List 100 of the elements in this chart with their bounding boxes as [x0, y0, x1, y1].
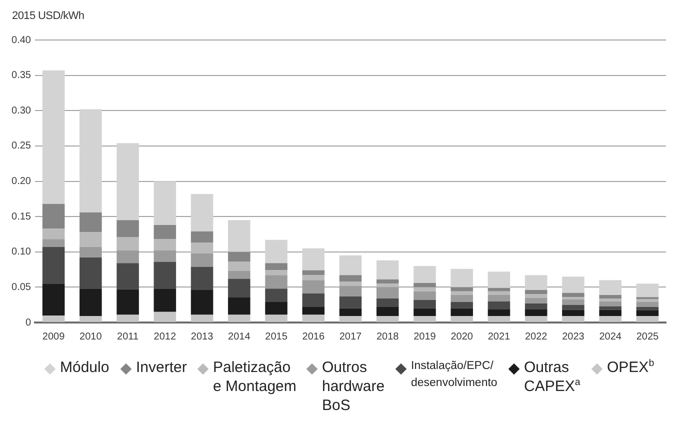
bar [599, 310, 622, 316]
y-tick-label: 0.05 [12, 282, 32, 293]
bar [376, 279, 399, 284]
bar [190, 314, 214, 322]
x-tick-label: 2017 [339, 331, 362, 342]
x-tick-label: 2018 [376, 331, 400, 342]
bar [80, 258, 102, 289]
bar [228, 297, 250, 315]
y-tick-label: 0.35 [12, 70, 32, 82]
bar [190, 242, 214, 254]
bar [190, 266, 214, 290]
bar [414, 308, 436, 316]
bar [450, 287, 473, 292]
y-tick-label: 0.30 [12, 105, 32, 116]
y-tick-label: 0.40 [12, 34, 32, 46]
x-tick-label: 2015 [265, 331, 288, 342]
bar [414, 300, 436, 308]
bar [42, 284, 65, 316]
bar [524, 298, 548, 304]
bar [228, 252, 250, 262]
bar [154, 239, 176, 250]
x-tick-label: 2024 [599, 331, 622, 342]
bar [228, 278, 250, 298]
bar [636, 284, 659, 298]
bar [414, 316, 436, 322]
bar [80, 288, 102, 316]
bar [376, 316, 399, 322]
bar [190, 290, 214, 315]
bar [265, 302, 288, 315]
bar [116, 289, 139, 315]
bar [190, 231, 214, 243]
x-tick-label: 2010 [80, 331, 102, 342]
bar [116, 263, 139, 290]
bar [414, 282, 436, 288]
bar [599, 298, 622, 302]
legend-label: Instalação/EPC/desenvolvimento [411, 359, 498, 391]
bar [302, 270, 325, 276]
x-tick-label: 2011 [117, 331, 139, 342]
x-tick-label: 2023 [562, 331, 585, 342]
bar [154, 181, 176, 226]
y-tick-label: 0.15 [12, 211, 32, 222]
bar [414, 266, 436, 283]
bar [376, 284, 399, 288]
bar [302, 275, 325, 280]
x-tick-label: 2012 [154, 331, 176, 342]
bar [154, 312, 176, 322]
y-tick-label: 0.10 [12, 246, 32, 258]
bar [450, 302, 473, 308]
y-axis-title: 2015 USD/kWh [12, 10, 84, 22]
bar [524, 290, 548, 294]
bar [450, 294, 473, 302]
bar [488, 272, 510, 288]
bar [339, 255, 362, 276]
x-tick-label: 2016 [302, 331, 325, 342]
bar [228, 270, 250, 279]
legend-label: OPEX$^{b}$ [607, 358, 656, 377]
bar [42, 70, 65, 204]
bar [265, 270, 288, 276]
legend-label: Outros hardware BoS [322, 358, 386, 415]
x-tick-label: 2014 [228, 331, 251, 342]
bar [562, 304, 584, 310]
legend-label: Módulo [60, 358, 110, 377]
bar [302, 294, 325, 307]
bar [339, 275, 362, 282]
bar [376, 260, 399, 280]
bar [42, 228, 65, 240]
bar [42, 239, 65, 247]
bar [414, 291, 436, 300]
bar [265, 314, 288, 322]
x-tick-label: 2013 [190, 331, 214, 342]
bar [488, 316, 510, 322]
bar [339, 316, 362, 322]
bar [562, 276, 584, 293]
bar [228, 314, 250, 322]
x-tick-label: 2019 [414, 331, 436, 342]
bar [190, 253, 214, 267]
x-tick-label: 2021 [488, 331, 511, 342]
bar [116, 220, 139, 238]
bar [302, 314, 325, 322]
y-tick-label: 0 [25, 317, 32, 328]
bar [524, 303, 548, 310]
bar [154, 288, 176, 312]
bar [376, 298, 399, 307]
bar [80, 316, 102, 322]
bar [450, 316, 473, 322]
bar [80, 212, 102, 232]
bar [599, 294, 622, 298]
bar [116, 237, 139, 250]
y-tick-label: 0.25 [12, 140, 32, 152]
bar [562, 316, 584, 322]
bar [339, 282, 362, 286]
legend-label: Outras CAPEX$^{a}$ [524, 358, 582, 396]
bar [116, 143, 139, 220]
bar [450, 268, 473, 288]
bar [636, 306, 659, 310]
bar [488, 294, 510, 302]
bar [116, 314, 139, 322]
bar [599, 306, 622, 310]
x-tick-label: 2009 [42, 331, 66, 342]
bar [562, 292, 584, 298]
